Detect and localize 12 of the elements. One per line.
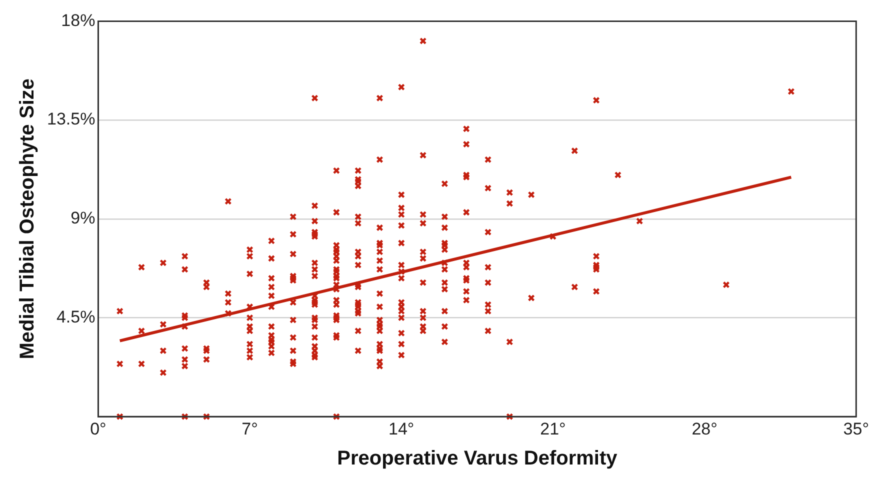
- y-tick-label: 18%: [61, 10, 96, 30]
- x-tick-label: 14°: [388, 419, 414, 438]
- y-tick-label: 13.5%: [47, 110, 96, 129]
- x-tick-label: 7°: [242, 419, 258, 438]
- x-tick-label: 0°: [90, 419, 106, 438]
- y-tick-label: 4.5%: [56, 307, 96, 326]
- x-axis-title: Preoperative Varus Deformity: [337, 448, 618, 470]
- x-tick-label: 21°: [540, 419, 566, 438]
- y-tick-label: 9%: [70, 208, 96, 228]
- x-tick-label: 35°: [843, 419, 870, 438]
- x-tick-label: 28°: [692, 419, 718, 438]
- y-axis-title: Medial Tibial Osteophyte Size: [16, 78, 39, 360]
